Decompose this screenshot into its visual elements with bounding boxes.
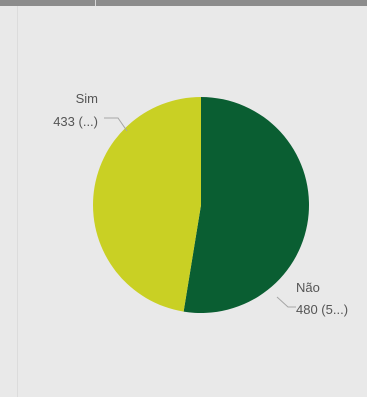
visual-header-strip [0, 0, 367, 6]
slice-value-label: 433 (...) [53, 114, 98, 129]
pie-slice-sim[interactable] [93, 97, 201, 312]
pie-chart-visual[interactable]: Não 480 (5...) Sim 433 (...) [18, 6, 367, 397]
pie-chart: Não 480 (5...) Sim 433 (...) [53, 91, 348, 317]
slice-category-label: Sim [76, 91, 98, 106]
visual-left-border [17, 6, 18, 397]
leader-line-sim [104, 117, 128, 132]
pie-slice-nao[interactable] [183, 96, 310, 314]
slice-category-label: Não [296, 280, 320, 295]
header-strip-divider [95, 0, 96, 6]
slice-value-label: 480 (5...) [296, 302, 348, 317]
pie-slices [93, 96, 310, 314]
leader-line-nao [276, 296, 296, 308]
